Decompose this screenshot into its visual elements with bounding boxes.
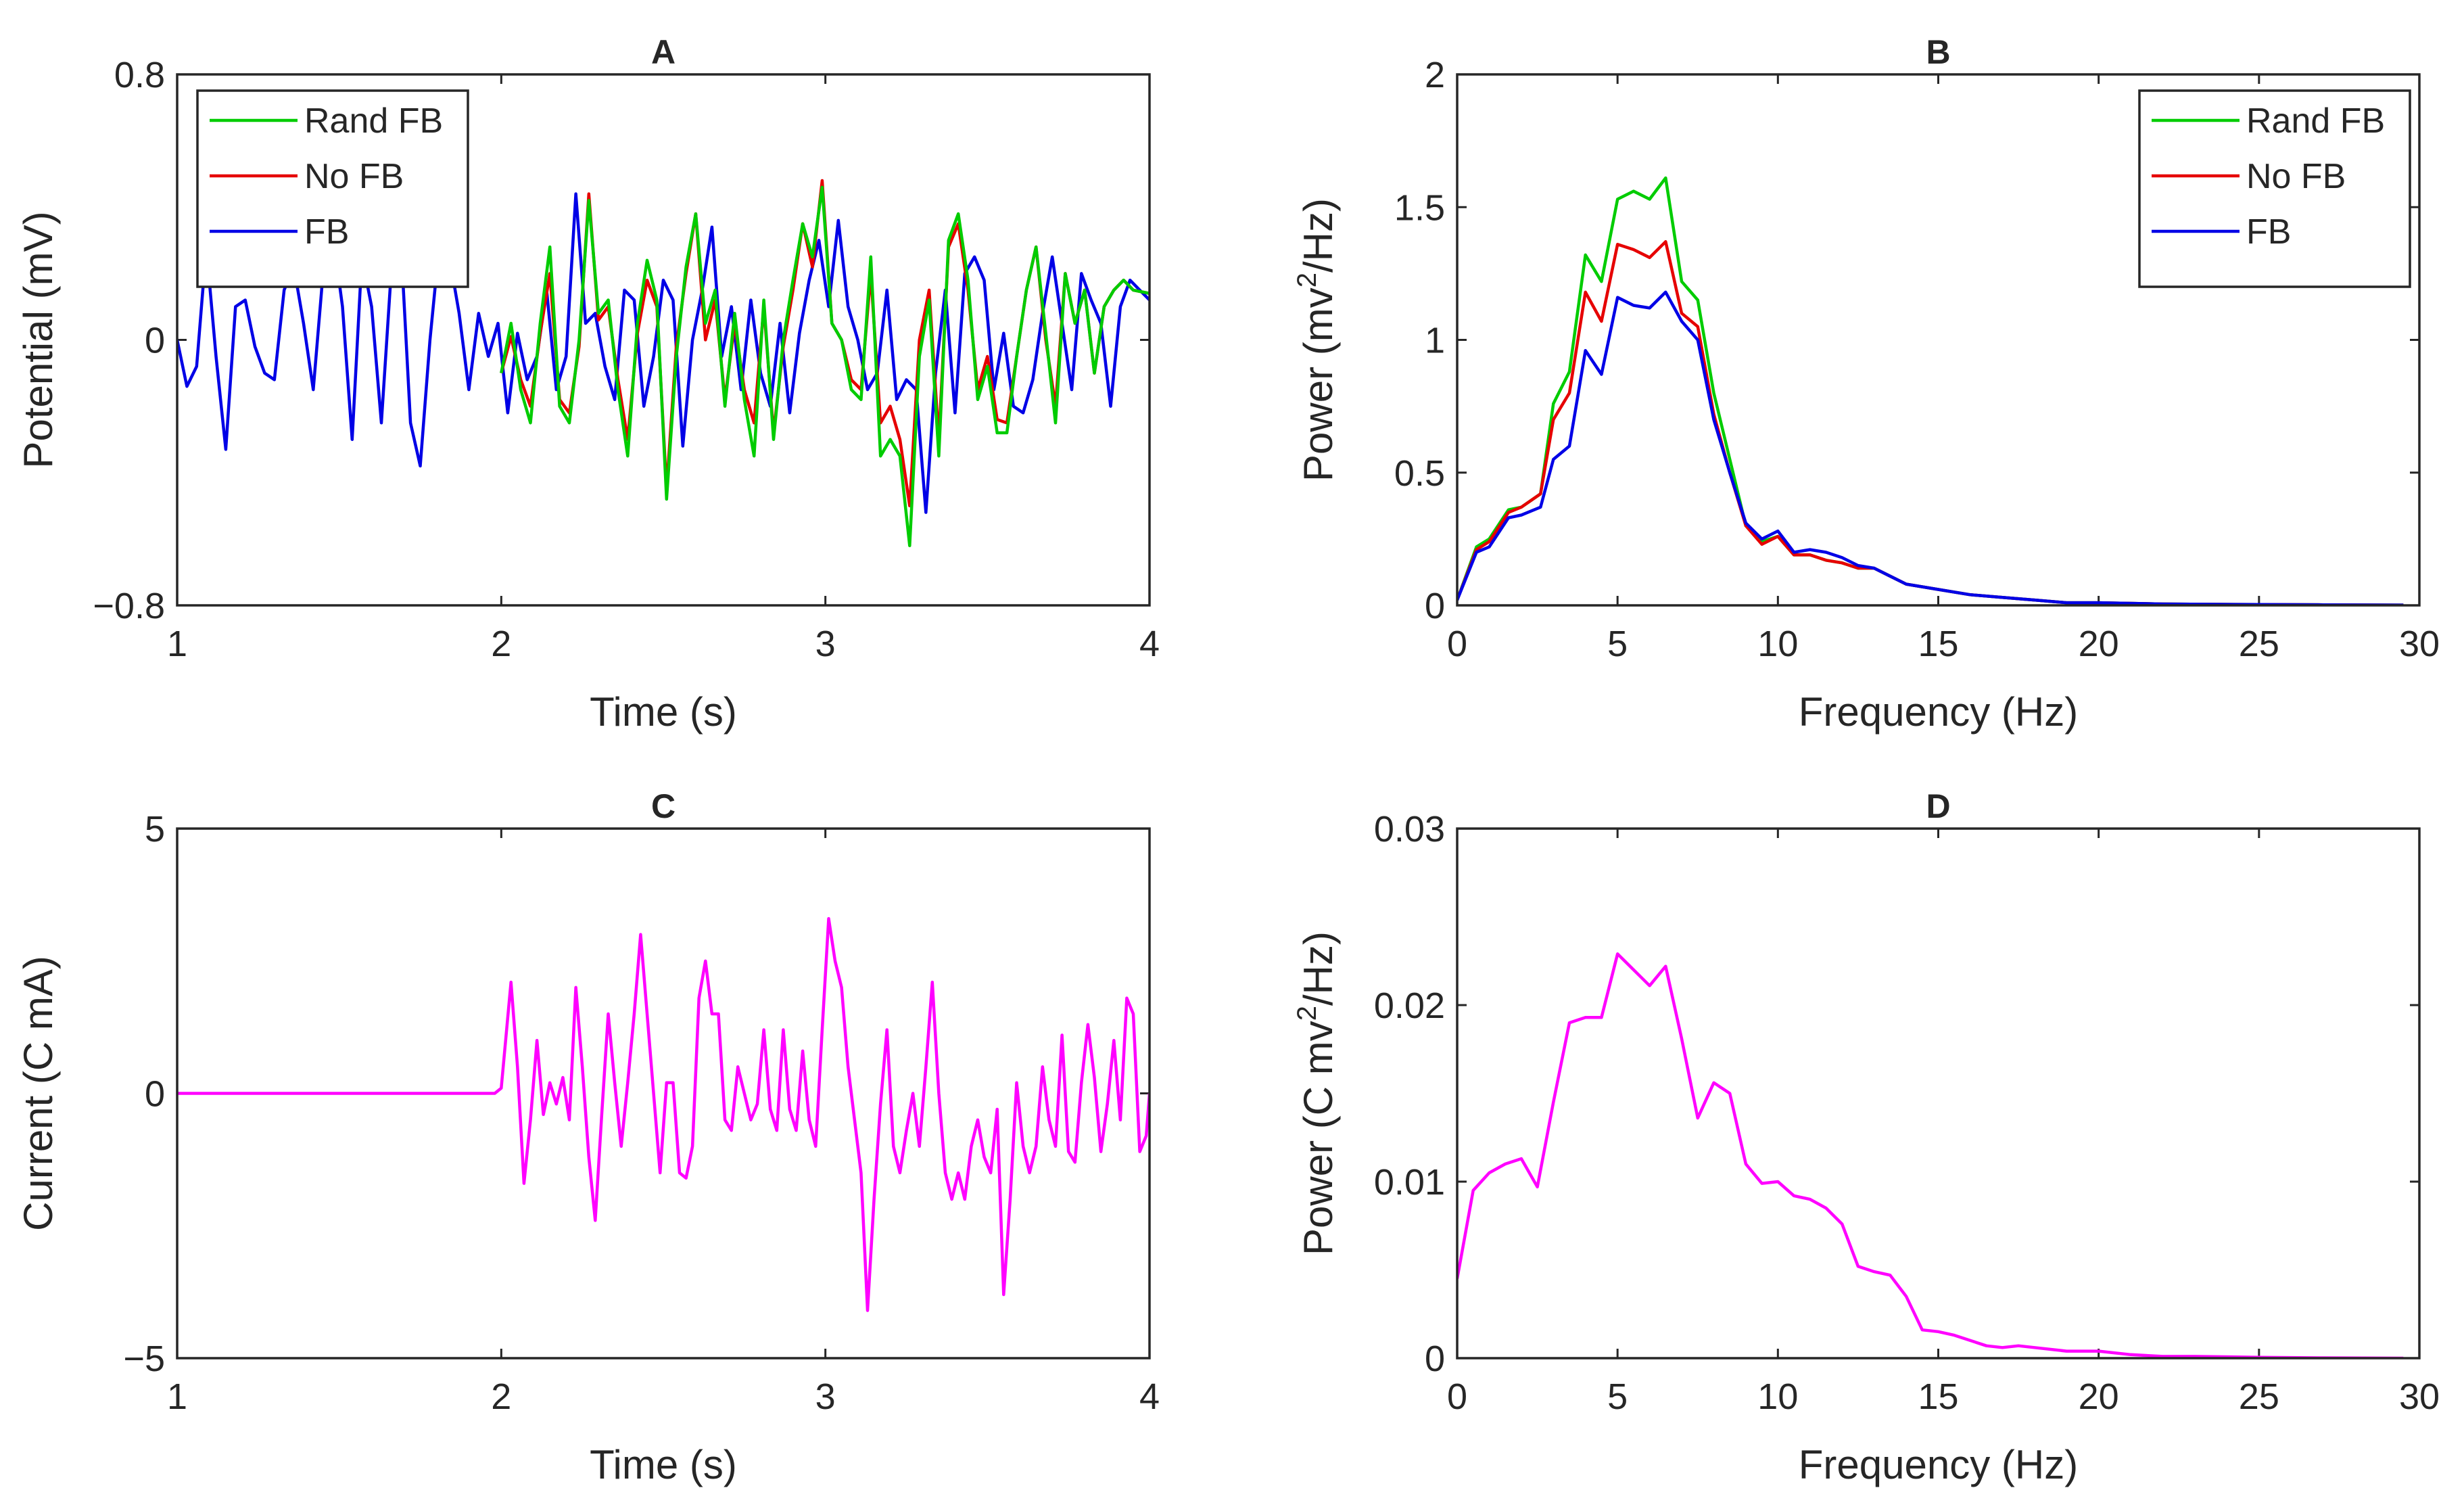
legend-box-b (2138, 89, 2411, 288)
panel-a: A Time (s) Potential (mV) 1 2 3 4 −0.8 0 0.8 Rand … (16, 33, 1160, 735)
x-tick-label-b: 15 (1918, 624, 1958, 664)
panel-c: C Time (s) Current (C mA) 1 2 3 4 −5 0 5 (16, 787, 1160, 1487)
y-tick-label-d: 0 (1425, 1339, 1445, 1379)
x-tick-label-b: 25 (2239, 624, 2279, 664)
y-tick-label-d: 0.02 (1374, 985, 1445, 1026)
series-line-b-fb (1457, 290, 2404, 605)
y-tick-label-c: 5 (145, 809, 165, 850)
y-tick-label-a: 0 (145, 321, 165, 361)
y-tick-label-a: 0.8 (114, 55, 165, 95)
x-tick-label-d: 15 (1918, 1376, 1958, 1417)
series-line-c-current (177, 916, 1150, 1312)
x-tick-label-c: 1 (167, 1376, 187, 1417)
y-axis-label-b: Power (mv2/Hz) (1292, 198, 1341, 482)
y-tick-label-c: 0 (145, 1074, 165, 1115)
series-line-d-current (1457, 952, 2404, 1358)
x-tick-label-a: 3 (815, 624, 836, 664)
y-tick-label-d: 0.03 (1374, 809, 1445, 850)
y-tick-label-b: 0.5 (1394, 453, 1445, 494)
x-tick-label-c: 4 (1139, 1376, 1160, 1417)
axes-box-a (176, 73, 1151, 607)
x-tick-label-c: 3 (815, 1376, 836, 1417)
legend-label-b-no-fb: No FB (2246, 157, 2346, 196)
panel-title-a: A (651, 33, 676, 71)
x-tick-label-a: 4 (1139, 624, 1160, 664)
x-tick-label-a: 1 (167, 624, 187, 664)
x-tick-label-d: 5 (1607, 1376, 1628, 1417)
axes-box-c (176, 827, 1151, 1360)
x-tick-label-d: 30 (2399, 1376, 2440, 1417)
y-tick-label-a: −0.8 (93, 586, 165, 626)
x-axis-label-b: Frequency (Hz) (1799, 689, 2078, 735)
panel-d: D Frequency (Hz) Power (C mv2/Hz) 0 5 10 15 20 2… (1292, 787, 2440, 1487)
x-tick-label-b: 10 (1757, 624, 1798, 664)
x-tick-label-d: 10 (1757, 1376, 1798, 1417)
y-tick-label-b: 1.5 (1394, 187, 1445, 228)
panel-title-c: C (651, 787, 676, 825)
y-axis-label-a: Potential (mV) (16, 211, 61, 468)
series-line-a-rand-fb (500, 185, 1150, 547)
y-tick-label-c: −5 (123, 1339, 165, 1379)
legend-b: Rand FB No FB FB (2138, 89, 2411, 288)
x-tick-label-b: 5 (1607, 624, 1628, 664)
x-tick-label-b: 0 (1447, 624, 1467, 664)
legend-box-a (196, 89, 469, 288)
x-tick-label-b: 20 (2079, 624, 2119, 664)
y-tick-label-d: 0.01 (1374, 1162, 1445, 1203)
legend-label-b-fb: FB (2246, 212, 2291, 252)
x-tick-label-c: 2 (491, 1376, 511, 1417)
x-axis-label-a: Time (s) (590, 689, 737, 735)
panel-title-b: B (1926, 33, 1950, 71)
y-tick-label-b: 2 (1425, 55, 1445, 95)
panel-title-d: D (1926, 787, 1950, 825)
y-tick-label-b: 0 (1425, 586, 1445, 626)
y-tick-label-b: 1 (1425, 321, 1445, 361)
legend-label-a-no-fb: No FB (304, 157, 404, 196)
x-tick-label-a: 2 (491, 624, 511, 664)
legend-a: Rand FB No FB FB (196, 89, 469, 288)
x-tick-label-d: 20 (2079, 1376, 2119, 1417)
axes-box-d (1456, 827, 2421, 1360)
y-axis-label-c: Current (C mA) (16, 956, 61, 1231)
x-tick-label-d: 0 (1447, 1376, 1467, 1417)
axes-box-b (1456, 73, 2421, 607)
legend-label-a-rand-fb: Rand FB (304, 101, 443, 141)
x-tick-label-d: 25 (2239, 1376, 2279, 1417)
x-tick-label-b: 30 (2399, 624, 2440, 664)
x-axis-label-c: Time (s) (590, 1442, 737, 1487)
legend-label-a-fb: FB (304, 212, 349, 252)
y-axis-label-d: Power (C mv2/Hz) (1292, 931, 1341, 1255)
x-axis-label-d: Frequency (Hz) (1799, 1442, 2078, 1487)
legend-label-b-rand-fb: Rand FB (2246, 101, 2385, 141)
